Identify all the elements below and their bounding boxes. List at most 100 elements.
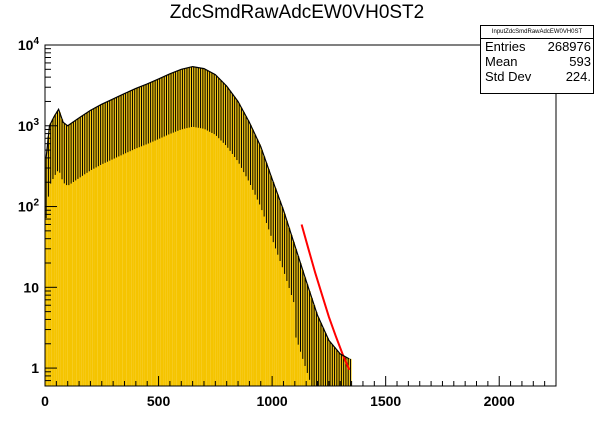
hist-bin [192,66,195,387]
hist-bin [190,66,193,386]
stats-mean-label: Mean [485,54,518,69]
hist-bin [272,182,275,386]
hist-bin [45,157,48,386]
hist-bin [260,149,264,386]
hist-bin [274,188,277,386]
x-tick-label: 0 [41,393,49,409]
hist-bin [181,69,184,387]
hist-bin [265,162,268,386]
hist-bin [133,88,136,386]
axes: 0 500 1000 1500 2000 1 10 102 103 104 [18,36,557,409]
hist-bin [197,67,200,387]
fit-line [300,224,351,371]
stats-mean-value: 593 [569,54,591,69]
hist-bin [172,72,175,386]
hist-bin [154,80,157,387]
hist-bin [83,114,86,386]
y-tick-label: 103 [18,117,40,134]
hist-bin [90,109,93,386]
hist-bin [231,93,234,387]
hist-bin [183,68,186,386]
stats-mean-row: Mean 593 [481,54,593,69]
hist-bin [178,69,182,386]
hist-bin [92,108,95,387]
hist-bin [256,139,259,386]
hist-bin [108,100,111,386]
hist-bin [79,117,82,386]
stats-entries-value: 268976 [547,39,591,54]
hist-bin [65,124,68,386]
stats-stddev-row: Std Dev 224. [481,69,593,84]
hist-bin [276,194,279,386]
plot-frame [44,44,557,387]
hist-bin [224,84,227,387]
hist-bin [158,78,161,386]
hist-bin [251,129,254,386]
hist-bin [126,92,130,386]
hist-bin [165,75,168,386]
hist-bin [131,89,134,386]
hist-bin [138,87,141,386]
hist-bin [194,67,198,387]
hist-bin [135,87,139,386]
hist-bin [222,82,225,386]
hist-bin [110,99,114,386]
hist-bin [283,213,286,386]
y-tick-label: 104 [18,36,40,53]
hist-bin [76,118,80,387]
hist-bin [206,70,209,386]
hist-bin [240,107,243,386]
hist-bin [210,72,214,386]
hist-bin [54,114,57,387]
hist-bin [285,220,289,386]
hist-bin [238,103,241,387]
hist-bin [215,75,218,387]
hist-bin [228,90,232,386]
hist-bin [144,84,148,387]
hist-bin [176,70,179,386]
hist-bin [88,111,91,386]
hist-bin [292,241,295,386]
hist-bin [235,99,239,386]
histogram-bars [45,66,352,387]
hist-bin [167,74,170,387]
hist-bin [208,71,211,387]
fit-curve [300,224,351,371]
hist-bin [278,200,282,386]
x-tick-label: 2000 [484,393,515,409]
hist-bin [163,76,166,386]
hist-bin [117,96,120,386]
x-tick-label: 500 [147,393,171,409]
hist-bin [244,116,248,386]
hist-outline [45,65,350,360]
hist-bin [290,234,293,386]
hist-bin [269,175,273,386]
hist-bin [106,101,109,386]
hist-bin [72,121,75,387]
hist-bin [113,98,116,387]
hist-bin [49,123,52,387]
stats-stddev-label: Std Dev [485,69,532,84]
hist-bin [142,85,145,387]
y-tick-label: 102 [18,198,40,215]
hist-bin [69,123,73,387]
hist-bin [85,112,89,387]
hist-bin [267,169,270,386]
hist-bin [147,83,150,386]
hist-bin [56,111,59,386]
stats-entries-row: Entries 268976 [481,39,593,54]
hist-bin [160,77,164,387]
hist-bin [201,68,204,387]
stats-box: InputZdcSmdRawAdcEW0VH0ST Entries 268976… [480,25,594,94]
hist-bin [203,69,207,386]
hist-bin [156,79,159,386]
hist-bin [263,156,266,386]
hist-bin [99,104,102,386]
hist-bin [63,123,66,387]
hist-bin [129,91,132,386]
hist-bin [188,67,191,386]
hist-bin [97,106,100,387]
hist-bin [247,120,250,387]
hist-bin [119,95,123,386]
